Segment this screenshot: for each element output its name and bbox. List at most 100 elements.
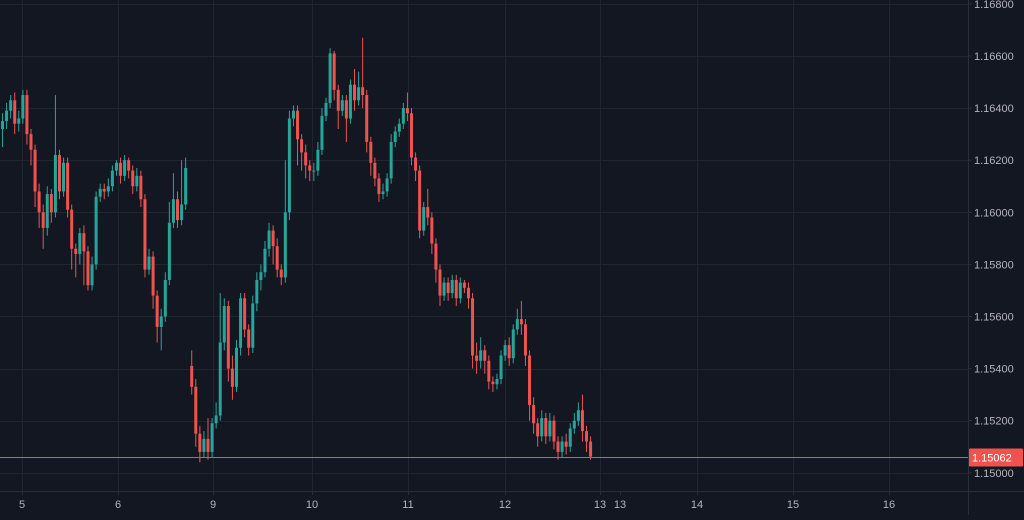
candle[interactable] <box>123 154 127 182</box>
candle[interactable] <box>143 194 147 278</box>
candle[interactable] <box>21 89 25 124</box>
candle[interactable] <box>471 293 475 369</box>
candle[interactable] <box>29 128 33 166</box>
candle[interactable] <box>389 134 393 184</box>
candle[interactable] <box>13 92 17 135</box>
candle[interactable] <box>247 324 251 356</box>
candle[interactable] <box>102 183 106 200</box>
candle[interactable] <box>519 300 523 335</box>
candle[interactable] <box>86 246 90 291</box>
candle[interactable] <box>475 342 479 374</box>
candle[interactable] <box>487 355 491 390</box>
candle[interactable] <box>226 300 230 382</box>
candle[interactable] <box>296 105 300 166</box>
candle[interactable] <box>556 436 560 460</box>
candle[interactable] <box>410 108 413 166</box>
candle[interactable] <box>210 418 214 458</box>
candle[interactable] <box>127 157 131 179</box>
candle[interactable] <box>552 415 556 450</box>
candle[interactable] <box>369 136 373 176</box>
candle[interactable] <box>171 173 175 228</box>
candle[interactable] <box>198 425 202 463</box>
candle[interactable] <box>218 293 222 421</box>
candle[interactable] <box>348 79 352 124</box>
candle[interactable] <box>499 350 503 385</box>
candle[interactable] <box>151 251 155 309</box>
candle[interactable] <box>9 95 13 119</box>
candle[interactable] <box>320 108 324 155</box>
candle[interactable] <box>536 418 540 447</box>
candle[interactable] <box>222 298 226 351</box>
candle[interactable] <box>283 160 287 283</box>
candle[interactable] <box>70 204 74 270</box>
candle[interactable] <box>214 402 218 429</box>
candle[interactable] <box>385 173 389 197</box>
candle[interactable] <box>361 37 365 109</box>
candle[interactable] <box>365 89 369 153</box>
candle[interactable] <box>106 178 110 197</box>
candle[interactable] <box>576 402 580 426</box>
candle[interactable] <box>401 102 405 129</box>
candle[interactable] <box>230 355 234 400</box>
candle[interactable] <box>572 412 576 434</box>
candle[interactable] <box>206 418 210 460</box>
candle[interactable] <box>37 183 41 228</box>
candle[interactable] <box>243 293 247 338</box>
candle[interactable] <box>548 412 552 442</box>
candle[interactable] <box>353 69 357 111</box>
candle[interactable] <box>332 50 336 101</box>
candle[interactable] <box>62 157 66 197</box>
candle[interactable] <box>585 425 589 452</box>
candle[interactable] <box>291 105 295 127</box>
candle[interactable] <box>312 162 316 182</box>
candle[interactable] <box>405 92 409 122</box>
candle[interactable] <box>503 339 507 361</box>
candle[interactable] <box>184 157 188 210</box>
candle[interactable] <box>462 280 466 294</box>
candle[interactable] <box>491 376 495 393</box>
candle[interactable] <box>57 149 61 200</box>
candle[interactable] <box>515 308 519 335</box>
candle[interactable] <box>45 186 49 236</box>
candle[interactable] <box>495 373 499 390</box>
candle[interactable] <box>564 433 568 455</box>
candle[interactable] <box>483 345 487 374</box>
candle[interactable] <box>426 188 430 226</box>
candle[interactable] <box>275 238 279 278</box>
candle[interactable] <box>267 222 271 257</box>
candle[interactable] <box>1 113 4 148</box>
candle[interactable] <box>287 110 291 221</box>
candle[interactable] <box>377 173 381 202</box>
x-axis[interactable]: 5 6 9 10 11 12 13 13 14 15 16 <box>19 491 895 511</box>
candle[interactable] <box>434 238 438 283</box>
candle[interactable] <box>263 240 267 278</box>
candle[interactable] <box>234 339 238 393</box>
candle[interactable] <box>131 165 135 195</box>
candle[interactable] <box>580 394 584 442</box>
candle[interactable] <box>430 212 434 254</box>
candle[interactable] <box>94 191 98 270</box>
candle[interactable] <box>90 256 94 291</box>
candle[interactable] <box>279 264 283 286</box>
candle[interactable] <box>139 170 143 208</box>
candle[interactable] <box>454 274 458 307</box>
candle[interactable] <box>300 134 304 171</box>
candle[interactable] <box>147 248 151 275</box>
candle[interactable] <box>202 431 206 458</box>
candle[interactable] <box>308 160 312 182</box>
candle[interactable] <box>33 144 37 208</box>
candle[interactable] <box>163 272 167 322</box>
candle[interactable] <box>466 282 470 309</box>
candle[interactable] <box>119 157 123 184</box>
candle[interactable] <box>135 168 139 192</box>
candles[interactable] <box>1 37 593 463</box>
candle[interactable] <box>340 95 344 116</box>
candle[interactable] <box>446 277 450 301</box>
candle[interactable] <box>255 272 259 312</box>
candle[interactable] <box>511 324 515 364</box>
candle[interactable] <box>357 71 361 106</box>
candle[interactable] <box>17 110 21 132</box>
candle[interactable] <box>422 201 426 236</box>
